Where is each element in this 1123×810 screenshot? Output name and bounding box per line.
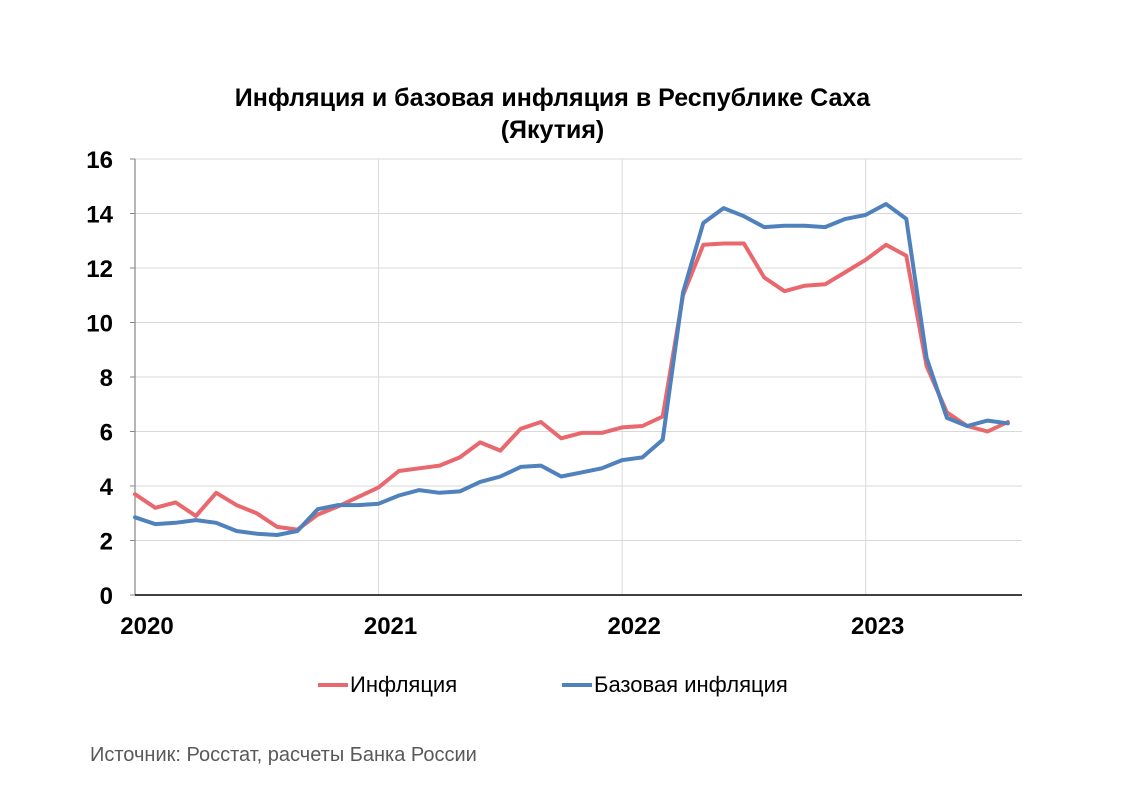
- y-tick-label: 4: [100, 474, 114, 501]
- series-line-inflation: [133, 241, 1010, 532]
- legend-item-core: Базовая инфляция: [562, 672, 788, 698]
- legend: Инфляция Базовая инфляция: [0, 672, 1123, 702]
- chart-title-line2: (Якутия): [500, 116, 605, 144]
- x-tick-label: 2021: [364, 613, 417, 640]
- y-tick-label: 6: [100, 420, 113, 447]
- legend-label-inflation: Инфляция: [350, 672, 458, 697]
- y-tick-label: 0: [100, 583, 113, 610]
- series-line-core: [133, 202, 1010, 537]
- chart-title-line1: Инфляция и базовая инфляция в Республике…: [234, 84, 871, 112]
- tick-labels: 0 2 4 6 8 10 12 14 16 2020 2021 2022 2023: [86, 147, 904, 640]
- legend-swatch-core: [562, 683, 592, 687]
- y-tick-label: 16: [86, 147, 113, 174]
- legend-label-core: Базовая инфляция: [594, 672, 788, 697]
- legend-item-inflation: Инфляция: [318, 672, 457, 698]
- x-tick-label: 2020: [120, 613, 173, 640]
- series-lines: [133, 202, 1010, 537]
- x-tick-label: 2023: [851, 613, 904, 640]
- grid-lines: [135, 158, 1022, 595]
- chart-title: Инфляция и базовая инфляция в Республике…: [0, 82, 1105, 146]
- x-tick-label: 2022: [607, 613, 660, 640]
- y-tick-label: 14: [86, 202, 113, 229]
- y-tick-label: 2: [100, 529, 113, 556]
- y-tick-label: 10: [86, 311, 113, 338]
- source-note: Источник: Росстат, расчеты Банка России: [90, 744, 477, 766]
- y-tick-label: 8: [100, 365, 113, 392]
- legend-swatch-inflation: [318, 683, 348, 687]
- y-tick-label: 12: [86, 256, 113, 283]
- axes: [130, 158, 1022, 596]
